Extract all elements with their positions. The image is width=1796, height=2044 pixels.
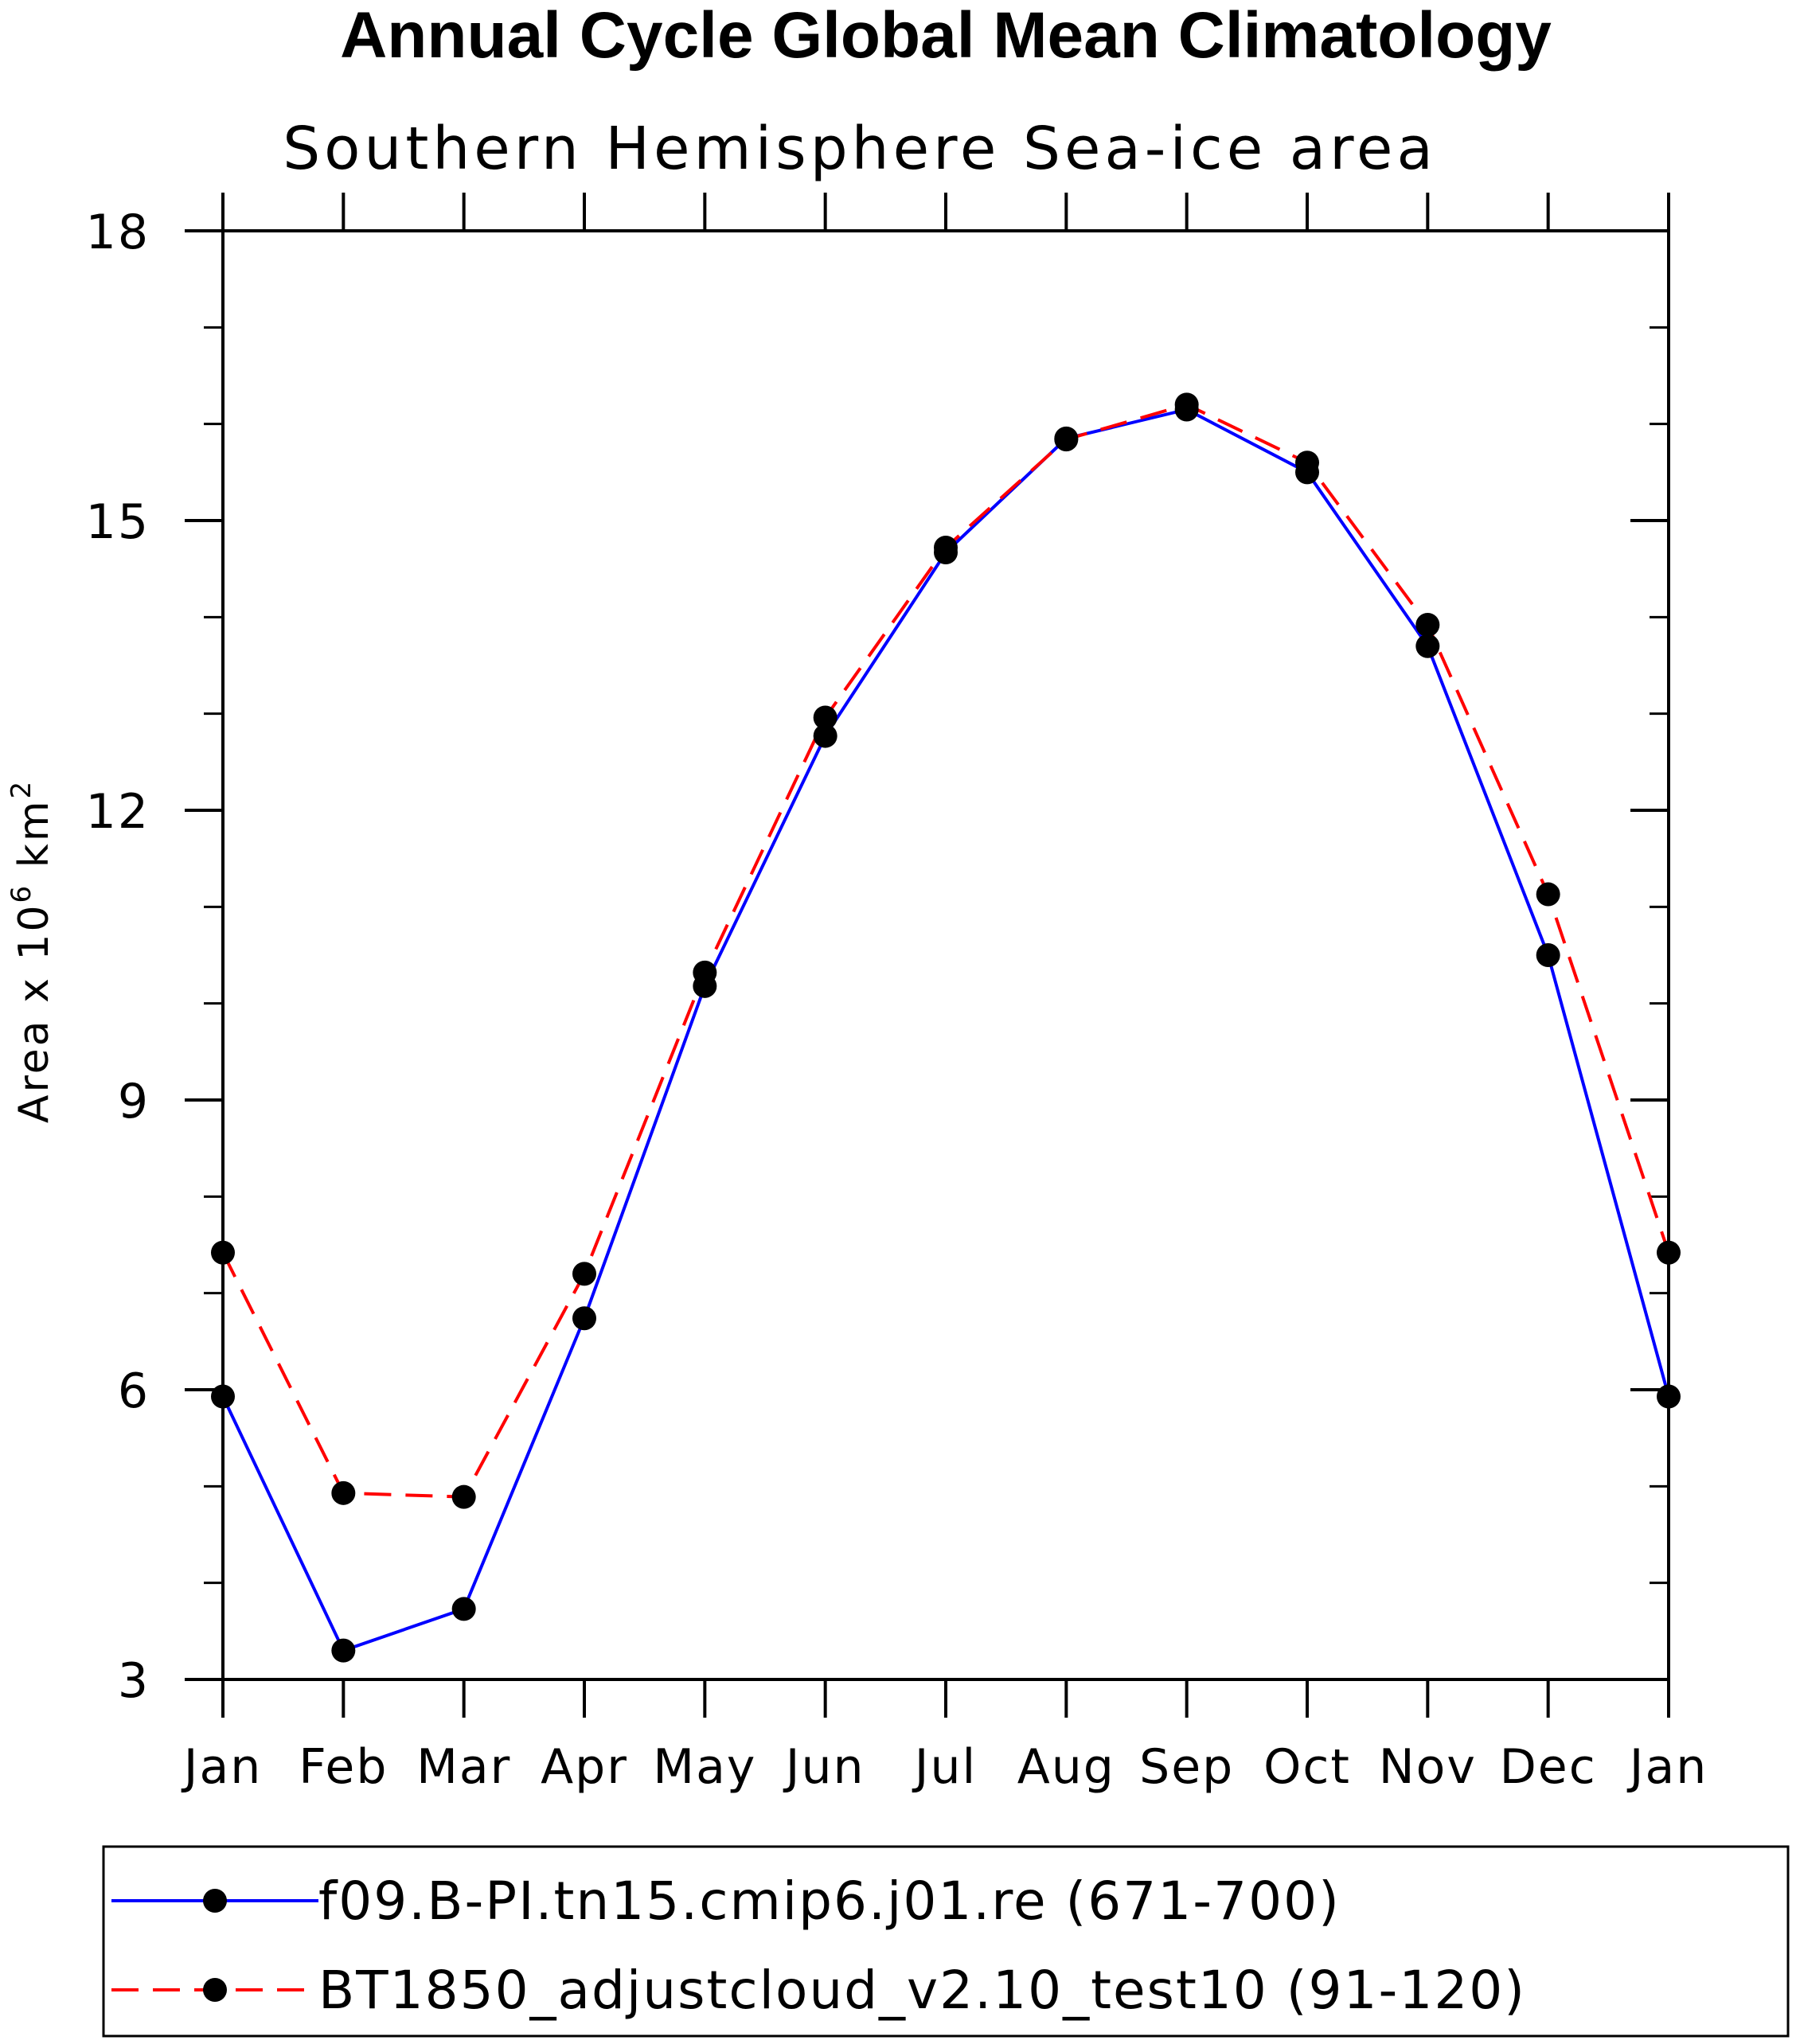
x-tick-label: Feb: [299, 1739, 388, 1795]
y-tick-label: 12: [86, 784, 150, 840]
series-layer: [211, 392, 1681, 1663]
x-tick-label: Mar: [416, 1739, 511, 1795]
x-tick-label: Apr: [541, 1739, 628, 1795]
legend-label-1: f09.B-PI.tn15.cmip6.j01.re (671-700): [318, 1870, 1341, 1932]
x-tick-label: Dec: [1500, 1739, 1597, 1795]
series-2-point: [1174, 392, 1199, 417]
y-tick-label: 9: [118, 1074, 150, 1129]
plot-frame: [221, 229, 1670, 1681]
series-2-point: [1657, 1240, 1681, 1265]
series-2-point: [934, 535, 958, 560]
legend-box: [102, 1845, 1790, 2038]
series-1-point: [1415, 634, 1440, 658]
x-tick-label: Aug: [1017, 1739, 1115, 1795]
x-tick-label: Jul: [912, 1739, 977, 1795]
y-axis-label: Area x 106 km2: [6, 779, 58, 1123]
y-tick-label: 3: [118, 1653, 150, 1709]
series-2-point: [1536, 882, 1560, 907]
series-1-point: [211, 1384, 235, 1409]
series-1-point: [1536, 943, 1560, 967]
series-1-point: [331, 1638, 356, 1663]
y-tick-label: 18: [86, 205, 150, 260]
legend-marker-2: [203, 1978, 227, 2002]
series-2-point: [572, 1262, 596, 1286]
chart-title: Annual Cycle Global Mean Climatology: [340, 0, 1552, 72]
x-tick-label: Jan: [181, 1739, 263, 1795]
legend-marker-1: [203, 1889, 227, 1913]
axis-ticks: [185, 193, 1670, 1718]
series-line-1: [221, 408, 1670, 1653]
x-tick-label: Jan: [1626, 1739, 1708, 1795]
series-2-point: [211, 1240, 235, 1265]
series-1-point: [813, 724, 837, 748]
legend: f09.B-PI.tn15.cmip6.j01.re (671-700) BT18…: [111, 1870, 1526, 2021]
x-tick-label: Jun: [783, 1739, 865, 1795]
series-2-point: [331, 1480, 356, 1505]
axis-tick-labels: Jan Feb Mar Apr May Jun Jul Aug Sep Oct Nov Dec Jan 3…: [86, 205, 1708, 1795]
x-tick-label: Sep: [1139, 1739, 1234, 1795]
x-tick-label: Nov: [1379, 1739, 1477, 1795]
x-tick-label: Oct: [1263, 1739, 1351, 1795]
series-1-point: [1657, 1384, 1681, 1409]
series-line-2: [221, 403, 1670, 1499]
series-2-point: [693, 960, 717, 985]
y-tick-label: 6: [118, 1363, 150, 1419]
series-1-point: [451, 1597, 476, 1621]
x-tick-label: May: [653, 1739, 756, 1795]
series-1-point: [572, 1306, 596, 1331]
series-2-point: [451, 1484, 476, 1509]
series-2-point: [1415, 613, 1440, 638]
series-2-point: [1054, 427, 1079, 452]
series-2-point: [813, 705, 837, 730]
series-2-point: [1295, 451, 1319, 475]
y-tick-label: 15: [86, 494, 150, 550]
chart-subtitle: Southern Hemisphere Sea-ice area: [283, 115, 1437, 183]
legend-label-2: BT1850_adjustcloud_v2.10_test10 (91-120): [318, 1960, 1526, 2021]
